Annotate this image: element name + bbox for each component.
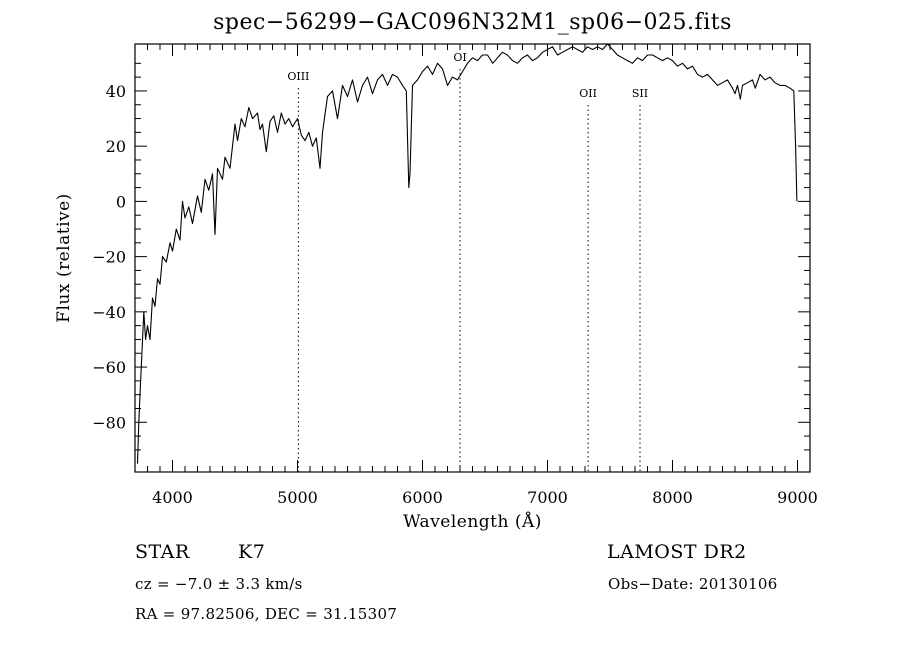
x-tick-label: 6000 [402, 488, 443, 507]
y-tick-label: −40 [92, 303, 126, 322]
spectrum-line-0 [136, 43, 798, 464]
plot-frame [134, 43, 811, 473]
y-tick-label: −60 [92, 358, 126, 377]
x-tick-label: 7000 [527, 488, 568, 507]
y-tick-label: −80 [92, 413, 126, 432]
y-tick-label: 40 [106, 82, 126, 101]
y-tick-label: 0 [116, 192, 126, 211]
object-class: STAR [135, 541, 190, 563]
emission-line-markers: OIII OI OII SII [287, 51, 648, 472]
chart-title: spec−56299−GAC096N32M1_sp06−025.fits [213, 10, 732, 35]
x-tick-label: 9000 [777, 488, 818, 507]
coordinates: RA = 97.82506, DEC = 31.15307 [135, 605, 398, 623]
survey-name: LAMOST DR2 [607, 541, 747, 563]
x-tick-label: 8000 [652, 488, 693, 507]
axis-tick-labels: 4000 5000 6000 7000 8000 9000 −80 −60 −40 −20 0 20 4… [92, 82, 818, 507]
line-label-oiii: OIII [287, 70, 309, 83]
y-tick-label: −20 [92, 248, 126, 267]
redshift-velocity: cz = −7.0 ± 3.3 km/s [135, 575, 303, 593]
x-tick-label: 4000 [152, 488, 193, 507]
spectrum-series [136, 43, 798, 464]
line-label-oii: OII [579, 87, 597, 100]
axis-ticks [135, 44, 810, 472]
line-label-oi: OI [453, 51, 466, 64]
y-tick-label: 20 [106, 137, 126, 156]
object-subclass: K7 [238, 541, 266, 563]
x-axis-label: Wavelength (Å) [403, 512, 542, 532]
line-label-sii: SII [632, 87, 648, 100]
x-tick-label: 5000 [277, 488, 318, 507]
observation-date: Obs−Date: 20130106 [608, 575, 778, 593]
